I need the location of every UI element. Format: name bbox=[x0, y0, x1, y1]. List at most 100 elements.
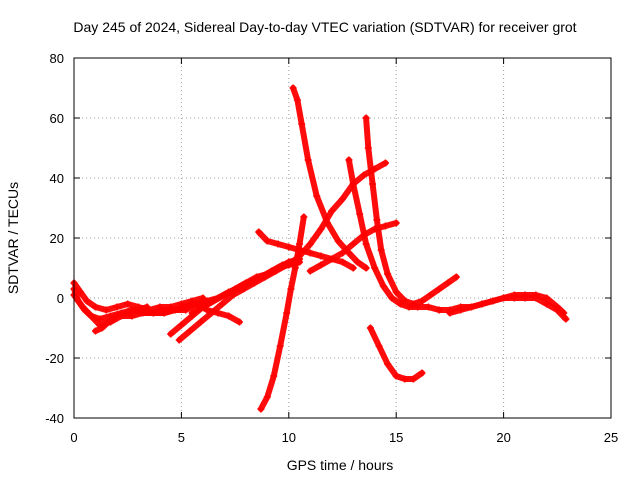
data-point bbox=[427, 291, 435, 299]
y-tick-label: 80 bbox=[50, 51, 64, 66]
data-point bbox=[306, 267, 314, 275]
data-point bbox=[553, 303, 561, 311]
data-point bbox=[91, 327, 99, 335]
data-point bbox=[235, 318, 243, 326]
data-point bbox=[306, 249, 314, 257]
data-point bbox=[186, 327, 194, 335]
data-point bbox=[360, 171, 368, 179]
y-tick-label: 0 bbox=[57, 291, 64, 306]
data-point bbox=[167, 330, 175, 338]
data-point bbox=[381, 159, 389, 167]
data-point bbox=[285, 261, 293, 269]
data-point bbox=[362, 114, 370, 122]
series-group bbox=[70, 84, 570, 413]
x-tick-label: 5 bbox=[178, 430, 185, 445]
data-point bbox=[192, 300, 200, 308]
data-point bbox=[317, 225, 325, 233]
data-point bbox=[113, 312, 121, 320]
data-point bbox=[104, 318, 112, 326]
data-point bbox=[199, 303, 207, 311]
x-axis-label: GPS time / hours bbox=[287, 457, 394, 473]
series-arc-11 bbox=[290, 85, 370, 271]
data-point bbox=[134, 306, 142, 314]
data-point bbox=[384, 360, 392, 368]
data-point bbox=[207, 309, 215, 317]
data-point bbox=[300, 213, 308, 221]
data-point bbox=[362, 240, 370, 248]
data-point bbox=[409, 375, 417, 383]
data-point bbox=[349, 180, 357, 188]
data-point bbox=[274, 264, 282, 272]
data-point bbox=[334, 237, 342, 245]
data-point bbox=[401, 375, 409, 383]
data-point bbox=[478, 300, 486, 308]
axis-ticks: 0 5 10 15 20 25 -40 -20 0 20 40 60 80 bbox=[45, 51, 618, 445]
data-point bbox=[218, 300, 226, 308]
data-point bbox=[225, 312, 233, 320]
data-point bbox=[291, 264, 299, 272]
data-point bbox=[253, 273, 261, 281]
data-point bbox=[296, 252, 304, 260]
data-point bbox=[220, 291, 228, 299]
data-point bbox=[384, 270, 392, 278]
data-point bbox=[339, 195, 346, 203]
data-point bbox=[304, 156, 312, 164]
data-point bbox=[409, 300, 417, 308]
data-point bbox=[270, 372, 278, 380]
data-point bbox=[231, 285, 239, 293]
y-tick-label: -20 bbox=[45, 351, 64, 366]
data-point bbox=[435, 285, 443, 293]
data-point bbox=[392, 219, 400, 227]
data-point bbox=[160, 309, 168, 317]
data-point bbox=[113, 303, 121, 311]
data-point bbox=[349, 240, 357, 248]
data-point bbox=[418, 297, 426, 305]
data-point bbox=[392, 288, 400, 296]
data-point bbox=[263, 237, 271, 245]
data-point bbox=[371, 264, 379, 272]
y-tick-label: 40 bbox=[50, 171, 64, 186]
data-point bbox=[276, 342, 284, 350]
data-point bbox=[263, 270, 271, 278]
data-point bbox=[255, 228, 263, 236]
data-point bbox=[313, 192, 321, 200]
y-tick-label: -40 bbox=[45, 411, 64, 426]
data-point bbox=[317, 261, 325, 269]
data-point bbox=[257, 405, 265, 413]
data-point bbox=[149, 309, 157, 317]
data-point bbox=[356, 210, 364, 218]
data-point bbox=[388, 294, 396, 302]
data-point bbox=[457, 306, 465, 314]
y-tick-label: 60 bbox=[50, 111, 64, 126]
plot-frame bbox=[73, 57, 612, 419]
data-point bbox=[287, 285, 295, 293]
data-point bbox=[452, 273, 460, 281]
x-tick-label: 20 bbox=[496, 430, 510, 445]
data-point bbox=[328, 207, 336, 215]
data-point bbox=[283, 309, 291, 317]
data-point bbox=[444, 279, 452, 287]
data-point bbox=[293, 96, 301, 104]
data-point bbox=[263, 393, 271, 401]
data-point bbox=[446, 309, 454, 317]
data-point bbox=[188, 309, 196, 317]
data-point bbox=[366, 324, 374, 332]
data-point bbox=[345, 156, 353, 164]
data-point bbox=[210, 297, 218, 305]
data-point bbox=[143, 303, 151, 311]
data-point bbox=[521, 291, 529, 299]
data-point bbox=[177, 321, 185, 329]
series-arc-17 bbox=[410, 274, 460, 307]
data-point bbox=[91, 303, 99, 311]
data-point bbox=[298, 120, 306, 128]
y-axis-label: SDTVAR / TECUs bbox=[5, 182, 21, 294]
data-point bbox=[435, 306, 443, 314]
x-tick-label: 0 bbox=[70, 430, 77, 445]
series-arc-16 bbox=[367, 325, 425, 382]
data-point bbox=[543, 294, 551, 302]
y-tick-label: 20 bbox=[50, 231, 64, 246]
data-point bbox=[285, 243, 293, 251]
data-point bbox=[418, 369, 426, 377]
data-point bbox=[489, 297, 497, 305]
data-point bbox=[364, 144, 372, 152]
